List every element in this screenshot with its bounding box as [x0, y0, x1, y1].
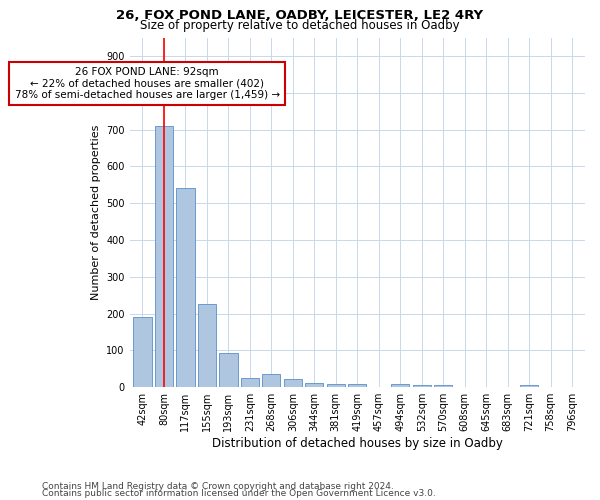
- Bar: [176, 188, 194, 387]
- Bar: [520, 386, 538, 387]
- Bar: [434, 384, 452, 387]
- Bar: [262, 374, 280, 387]
- Text: Size of property relative to detached houses in Oadby: Size of property relative to detached ho…: [140, 18, 460, 32]
- Bar: [241, 378, 259, 387]
- Bar: [348, 384, 367, 387]
- Text: 26, FOX POND LANE, OADBY, LEICESTER, LE2 4RY: 26, FOX POND LANE, OADBY, LEICESTER, LE2…: [116, 9, 484, 22]
- Bar: [133, 318, 152, 387]
- Y-axis label: Number of detached properties: Number of detached properties: [91, 124, 101, 300]
- Bar: [155, 126, 173, 387]
- Bar: [305, 383, 323, 387]
- Bar: [219, 354, 238, 387]
- Text: Contains HM Land Registry data © Crown copyright and database right 2024.: Contains HM Land Registry data © Crown c…: [42, 482, 394, 491]
- Text: Contains public sector information licensed under the Open Government Licence v3: Contains public sector information licen…: [42, 489, 436, 498]
- Bar: [413, 384, 431, 387]
- Bar: [284, 379, 302, 387]
- Bar: [391, 384, 409, 387]
- X-axis label: Distribution of detached houses by size in Oadby: Distribution of detached houses by size …: [212, 437, 503, 450]
- Text: 26 FOX POND LANE: 92sqm
← 22% of detached houses are smaller (402)
78% of semi-d: 26 FOX POND LANE: 92sqm ← 22% of detache…: [14, 67, 280, 100]
- Bar: [326, 384, 345, 387]
- Bar: [198, 304, 216, 387]
